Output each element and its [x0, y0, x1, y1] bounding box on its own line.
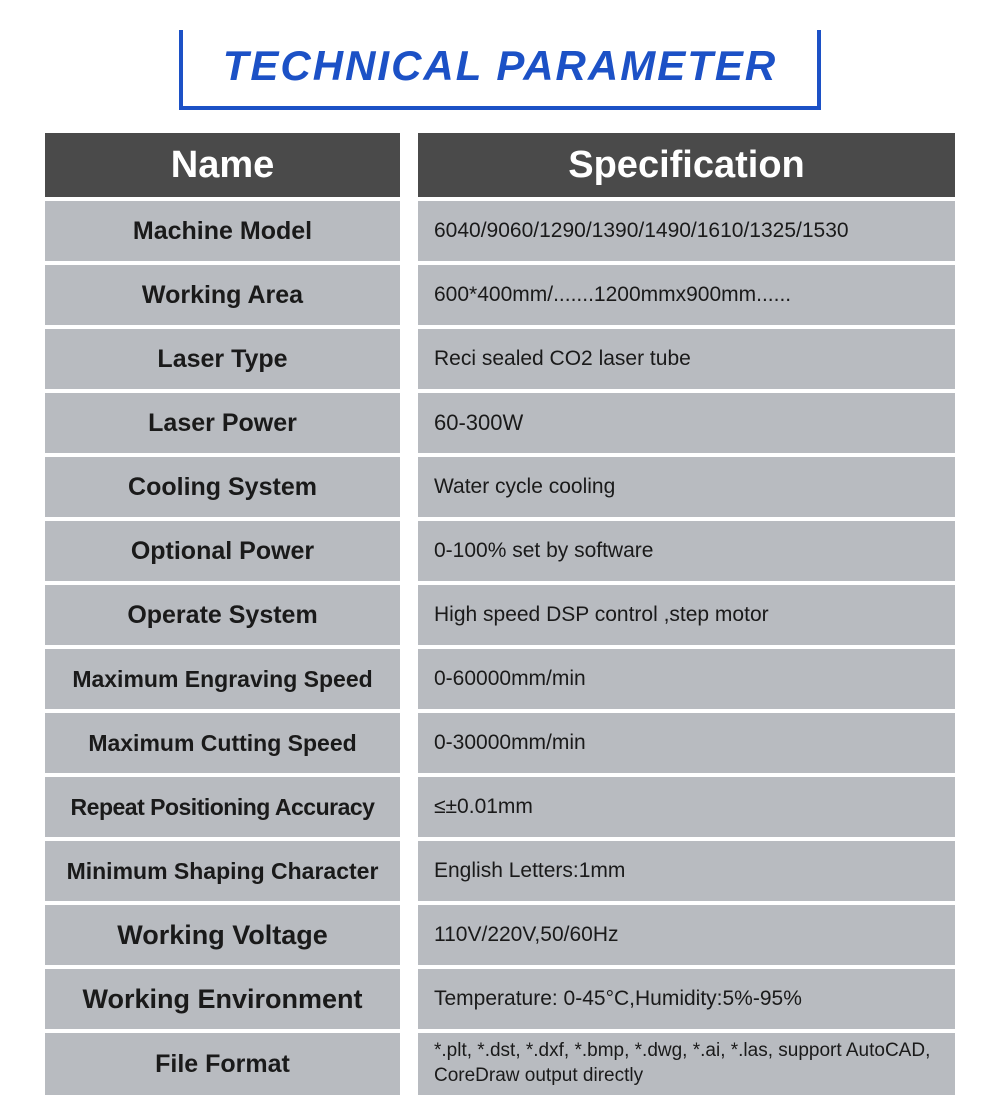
name-cell: Repeat Positioning Accuracy: [45, 777, 400, 837]
spec-cell: 60-300W: [418, 393, 955, 453]
name-cell: Maximum Engraving Speed: [45, 649, 400, 709]
spec-cell: Temperature: 0-45°C,Humidity:5%-95%: [418, 969, 955, 1029]
spec-header: Specification: [418, 133, 955, 197]
page-title: TECHNICAL PARAMETER: [223, 42, 777, 90]
spec-cell: High speed DSP control ,step motor: [418, 585, 955, 645]
spec-cell: 0-100% set by software: [418, 521, 955, 581]
name-cell: Maximum Cutting Speed: [45, 713, 400, 773]
spec-cell: 600*400mm/.......1200mmx900mm......: [418, 265, 955, 325]
name-cell: File Format: [45, 1033, 400, 1095]
name-cell: Laser Power: [45, 393, 400, 453]
spec-cell: Reci sealed CO2 laser tube: [418, 329, 955, 389]
name-cell: Optional Power: [45, 521, 400, 581]
name-cell: Working Voltage: [45, 905, 400, 965]
name-header: Name: [45, 133, 400, 197]
spec-cell: *.plt, *.dst, *.dxf, *.bmp, *.dwg, *.ai,…: [418, 1033, 955, 1095]
title-box: TECHNICAL PARAMETER: [179, 30, 821, 110]
title-container: TECHNICAL PARAMETER: [0, 0, 1000, 125]
name-cell: Operate System: [45, 585, 400, 645]
spec-cell: 0-30000mm/min: [418, 713, 955, 773]
name-cell: Cooling System: [45, 457, 400, 517]
spec-cell: 0-60000mm/min: [418, 649, 955, 709]
name-cell: Laser Type: [45, 329, 400, 389]
spec-cell: Water cycle cooling: [418, 457, 955, 517]
name-cell: Minimum Shaping Character: [45, 841, 400, 901]
spec-cell: 110V/220V,50/60Hz: [418, 905, 955, 965]
spec-column: Specification 6040/9060/1290/1390/1490/1…: [418, 133, 955, 1095]
spec-cell: 6040/9060/1290/1390/1490/1610/1325/1530: [418, 201, 955, 261]
name-cell: Machine Model: [45, 201, 400, 261]
name-cell: Working Area: [45, 265, 400, 325]
spec-cell: ≤±0.01mm: [418, 777, 955, 837]
table-container: Name Machine ModelWorking AreaLaser Type…: [0, 125, 1000, 1095]
name-cell: Working Environment: [45, 969, 400, 1029]
spec-table: Name Machine ModelWorking AreaLaser Type…: [45, 133, 955, 1095]
name-column: Name Machine ModelWorking AreaLaser Type…: [45, 133, 400, 1095]
spec-cell: English Letters:1mm: [418, 841, 955, 901]
